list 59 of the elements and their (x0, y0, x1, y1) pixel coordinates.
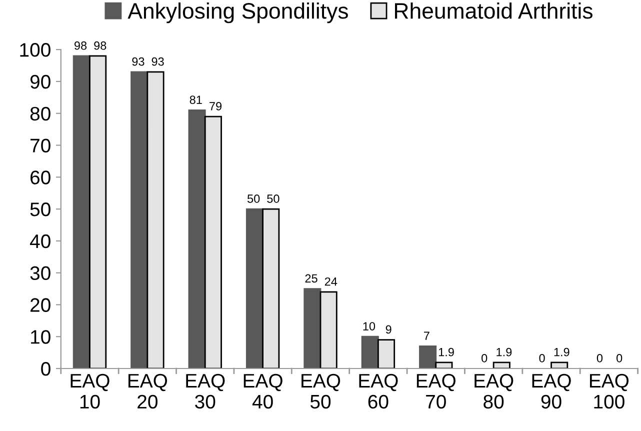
data-label: 7 (424, 332, 430, 340)
y-tick-label: 80 (30, 106, 50, 121)
bar (246, 208, 264, 369)
x-tick-label: EAQ 40 (244, 374, 282, 409)
x-tick-label: EAQ 50 (302, 374, 340, 409)
bar (492, 362, 510, 369)
y-tick-label: 30 (30, 266, 50, 280)
x-tick-label: EAQ 20 (128, 374, 168, 409)
legend-label: Ankylosing Spondilitys (128, 2, 348, 24)
x-tick-label: EAQ 100 (590, 374, 629, 409)
y-tick-label: 90 (30, 74, 50, 89)
y-tick-label: 70 (30, 138, 50, 152)
y-tick-label: 0 (41, 362, 50, 376)
data-label: 0 (616, 354, 622, 362)
data-label: 0 (596, 354, 603, 362)
x-tick-label: EAQ 30 (186, 374, 225, 409)
y-tick-label: 10 (31, 330, 50, 344)
x-tick-label: EAQ 60 (359, 374, 398, 409)
bar (72, 55, 90, 369)
data-label: 24 (324, 277, 338, 286)
data-label: 9 (386, 325, 392, 334)
data-label: 10 (363, 322, 376, 330)
y-tick-label: 20 (30, 298, 50, 312)
data-label: 98 (74, 41, 87, 50)
data-label: 79 (210, 102, 222, 110)
bar (361, 336, 379, 369)
data-label: 1.9 (554, 348, 570, 356)
bar (89, 55, 107, 369)
x-tick-label: EAQ 80 (474, 374, 514, 409)
data-label: 50 (267, 194, 280, 203)
bar (304, 288, 322, 369)
x-tick-label: EAQ 90 (532, 374, 571, 409)
bar (188, 109, 206, 369)
data-label: 93 (132, 57, 144, 66)
data-label: 0 (482, 354, 488, 362)
x-tick-label: EAQ 70 (416, 374, 456, 409)
y-tick-label: 60 (30, 170, 50, 184)
bar (130, 71, 148, 369)
bar (262, 208, 280, 369)
bar (146, 71, 164, 369)
y-tick-label: 100 (20, 43, 50, 57)
data-label: 98 (94, 41, 106, 50)
data-label: 0 (539, 354, 545, 362)
legend-label: Rheumatoid Arthritis (395, 2, 592, 19)
data-label: 25 (305, 274, 318, 283)
data-label: 1.9 (496, 348, 512, 356)
bar (377, 339, 396, 369)
bar (435, 362, 453, 369)
y-tick-label: 40 (30, 234, 50, 248)
y-tick-label: 50 (30, 202, 50, 216)
bar (419, 345, 437, 369)
data-label: 50 (247, 194, 260, 203)
data-label: 93 (152, 57, 164, 66)
bar (320, 291, 338, 369)
data-label: 1.9 (438, 348, 454, 356)
x-tick-label: EAQ 10 (70, 374, 110, 409)
bar (204, 116, 222, 369)
data-label: 81 (190, 96, 202, 104)
bar (550, 362, 568, 369)
